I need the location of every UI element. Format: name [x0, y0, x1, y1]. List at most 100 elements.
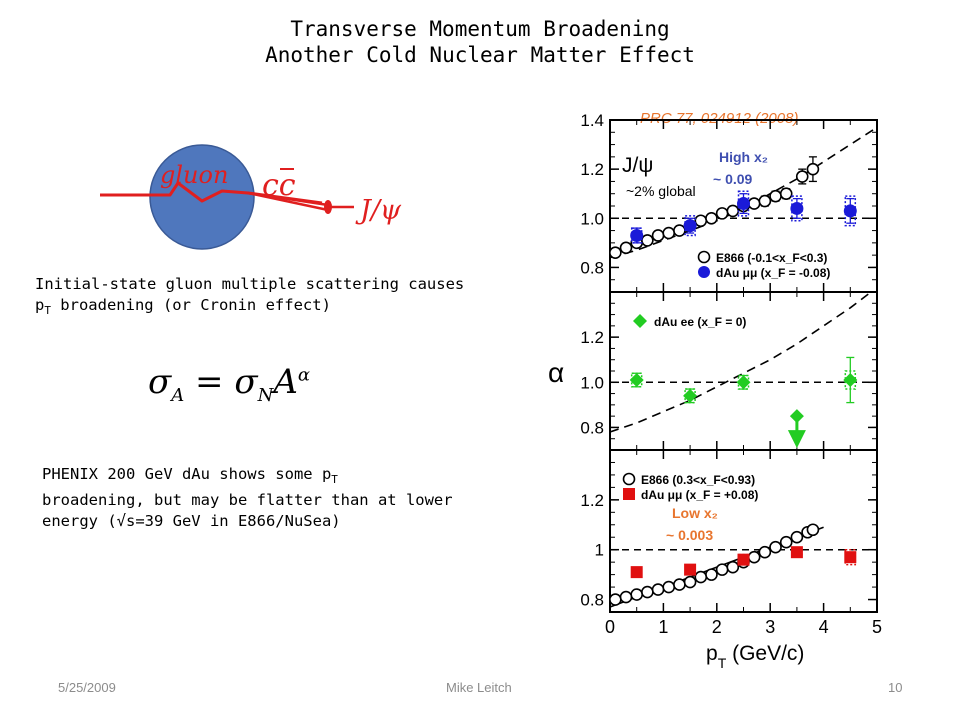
x-tick-label: 3 [765, 617, 775, 637]
data-point-open-circle [769, 189, 782, 203]
cc-label: cc [262, 168, 296, 203]
text1-rest: broadening (or Cronin effect) [50, 296, 331, 314]
data-point-open-circle [673, 578, 686, 591]
legend-marker-e866-forward [622, 472, 636, 486]
x-tick-label: 1 [658, 617, 668, 637]
text-block-2: PHENIX 200 GeV dAu shows some pT broaden… [42, 464, 453, 532]
x-axis-label-unit: (GeV/c) [726, 642, 804, 665]
data-point-open-circle [790, 530, 804, 544]
y-tick-label: 0.8 [580, 418, 604, 437]
data-point-open-circle [673, 224, 686, 237]
x-tick-label: 5 [872, 617, 882, 637]
gluon-label: gluon [160, 161, 228, 189]
data-point-open-circle [806, 523, 820, 537]
legend-marker-dau-ee [633, 314, 647, 328]
data-point-open-circle [694, 214, 708, 228]
x-tick-label: 2 [712, 617, 722, 637]
data-point-open-circle [705, 568, 718, 581]
data-point-open-circle [726, 560, 740, 574]
data-point-open-circle [662, 226, 676, 240]
annotation-global: ~2% global [626, 183, 696, 199]
data-point-open-circle [619, 590, 633, 604]
data-point-open-circle [747, 197, 761, 210]
data-point-open-circle [758, 194, 772, 208]
data-point-filled-circle [737, 197, 750, 211]
data-point-filled-square [630, 566, 643, 579]
text1-pt-sub: T [44, 304, 51, 318]
citation: PRC 77, 024912 (2008) [640, 110, 799, 127]
y-axis-label: α [548, 357, 564, 388]
text2-line-3: energy (√s=39 GeV in E866/NuSea) [42, 512, 341, 531]
data-point-open-circle [795, 170, 809, 183]
y-tick-label: 1.0 [580, 209, 604, 228]
text2-line-2: broadening, but may be flatter than at l… [42, 491, 453, 510]
data-point-open-circle [726, 204, 740, 218]
data-point-open-circle [630, 588, 644, 601]
title-line-1: Transverse Momentum Broadening [290, 17, 670, 41]
legend-label-e866: E866 (-0.1<x_F<0.3) [716, 251, 827, 265]
formula-sub-a: A [171, 384, 185, 406]
legend-label-dau-mumu-forward: dAu μμ (x_F = +0.08) [641, 488, 758, 502]
data-point-open-circle [779, 187, 793, 201]
annotation-x2-low-value: ~ 0.003 [666, 527, 713, 543]
text-block-1: Initial-state gluon multiple scattering … [35, 274, 464, 321]
data-point-open-circle [694, 570, 708, 584]
title-line-2: Another Cold Nuclear Matter Effect [265, 43, 695, 67]
data-point-filled-square [684, 563, 697, 576]
annotation-jpsi: J/ψ [622, 154, 653, 177]
plot-area [610, 126, 877, 259]
legend-label-e866-forward: E866 (0.3<x_F<0.93) [641, 473, 755, 487]
data-point-open-circle [779, 535, 793, 549]
data-point-open-circle [651, 229, 665, 242]
y-tick-label: 1 [595, 541, 604, 560]
green-panel: 0.8 1.0 1.2 [580, 291, 878, 451]
x-tick-label: 0 [605, 617, 615, 637]
x-tick-label: 4 [819, 617, 829, 637]
data-point-open-circle [610, 246, 622, 259]
formula-alpha: α [297, 364, 311, 386]
data-point-open-circle [641, 585, 654, 599]
formula-sigma-a: σ [148, 362, 172, 402]
data-point-filled-diamond [843, 373, 858, 388]
data-point-open-circle [769, 540, 782, 554]
charm-track-2 [247, 191, 329, 212]
forward-panel: 0.8 1 1.2 [580, 449, 878, 613]
footer-page: 10 [888, 680, 903, 695]
formula: σA = σNAα [148, 362, 310, 406]
slide-title: Transverse Momentum Broadening Another C… [0, 16, 960, 68]
y-tick-label: 1.2 [580, 491, 604, 510]
fit-curve [610, 292, 873, 433]
data-point-filled-circle [843, 204, 857, 218]
formula-sub-n: N [257, 384, 274, 406]
legend-label-dau-ee: dAu ee (x_F = 0) [654, 315, 746, 329]
data-point-filled-circle [630, 228, 644, 242]
data-point-open-circle [683, 575, 697, 589]
formula-sigma-n: σ [234, 362, 258, 402]
data-point-open-circle [715, 563, 729, 576]
data-point-open-circle [641, 234, 654, 247]
y-tick-label: 1.4 [580, 112, 604, 130]
data-point-open-circle [610, 593, 622, 606]
y-tick-label: 0.8 [580, 258, 604, 277]
legend-label-dau-mumu: dAu μμ (x_F = -0.08) [716, 266, 830, 280]
upper-limit-marker [789, 409, 804, 424]
data-point-filled-circle [683, 219, 697, 233]
x-axis-label-sub: T [718, 655, 727, 671]
data-point-open-circle [651, 583, 665, 596]
alpha-vs-pt-chart: 0.8 1.0 1.2 1.4 0.8 1.0 1.2 0.8 1 1.2 0 1 2 3 4 5 pT (Ge… [548, 112, 882, 671]
nucleus-circle [149, 144, 255, 250]
footer-author: Mike Leitch [446, 680, 512, 695]
data-point-filled-diamond [629, 373, 644, 388]
jpsi-panel: 0.8 1.0 1.2 1.4 [580, 112, 878, 293]
jpsi-label: J/ψ [355, 195, 402, 226]
text1-pt: p [35, 296, 45, 314]
upper-limit-arrow [787, 430, 806, 449]
y-tick-label: 1.2 [580, 160, 604, 179]
annotation-low-x2: Low x₂ [672, 505, 718, 521]
data-point-filled-diamond [683, 388, 698, 403]
data-point-open-circle [715, 207, 729, 220]
text1-line-2: pT broadening (or Cronin effect) [35, 295, 464, 321]
y-tick-label: 0.8 [580, 591, 604, 610]
formula-equals: = [195, 362, 224, 402]
data-point-filled-square [737, 553, 750, 566]
